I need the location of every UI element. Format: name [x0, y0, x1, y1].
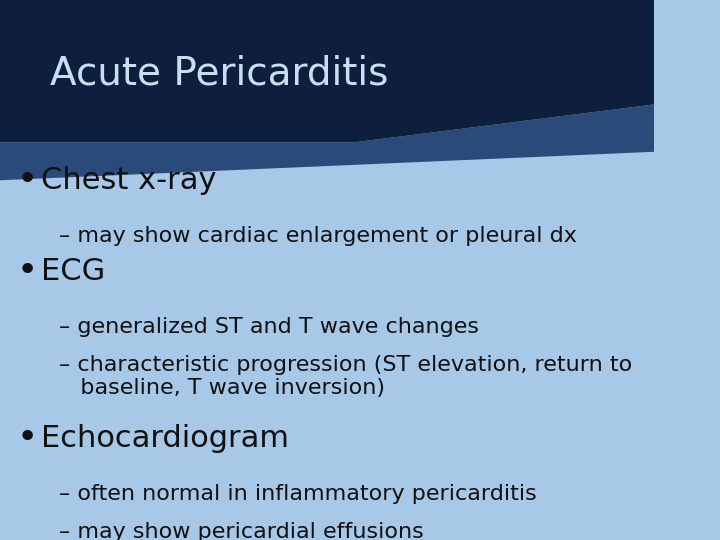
Text: – often normal in inflammatory pericarditis: – often normal in inflammatory pericardi… [59, 484, 537, 504]
Text: •: • [17, 254, 37, 288]
Text: – generalized ST and T wave changes: – generalized ST and T wave changes [59, 317, 479, 337]
Polygon shape [0, 0, 654, 143]
Text: Echocardiogram: Echocardiogram [41, 424, 289, 453]
Text: – may show cardiac enlargement or pleural dx: – may show cardiac enlargement or pleura… [59, 226, 577, 246]
Polygon shape [0, 0, 109, 143]
Text: ECG: ECG [41, 257, 105, 286]
Text: •: • [17, 421, 37, 455]
Text: – characteristic progression (ST elevation, return to
   baseline, T wave invers: – characteristic progression (ST elevati… [59, 355, 632, 398]
Text: – may show pericardial effusions: – may show pericardial effusions [59, 522, 424, 540]
Polygon shape [0, 104, 654, 180]
Text: Acute Pericarditis: Acute Pericarditis [50, 55, 388, 93]
Text: •: • [17, 163, 37, 197]
Text: Chest x-ray: Chest x-ray [41, 166, 217, 195]
